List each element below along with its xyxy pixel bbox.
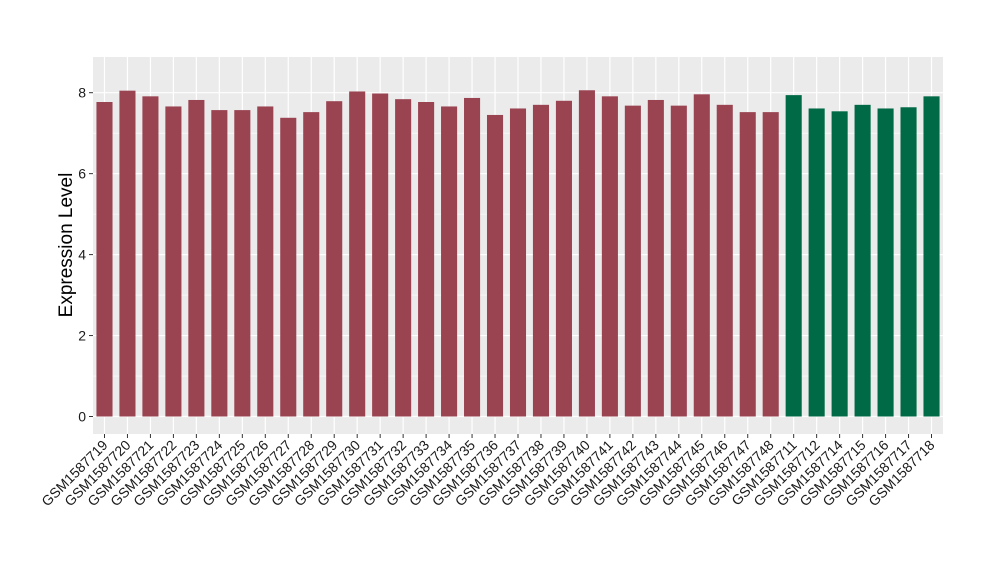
bar [693,94,710,417]
bar [831,111,848,417]
bar [877,108,894,417]
bar [647,99,664,417]
bar [372,93,389,417]
bar [601,96,618,417]
bar [234,110,251,417]
bar [555,100,572,417]
bar [624,105,641,417]
bar [142,96,159,417]
bar [165,106,182,417]
bar [441,106,458,417]
bar [900,107,917,417]
bar [578,90,595,417]
bar [349,91,366,417]
bar [395,99,412,417]
bar [923,96,940,417]
bar [785,95,802,417]
bar [280,117,297,417]
bar [532,104,550,417]
bar [326,101,343,417]
bar [418,102,435,417]
x-axis: GSM1587719GSM1587720GSM1587721GSM1587722… [38,434,938,509]
y-tick-label: 8 [78,85,86,101]
bar [464,97,481,417]
bar [716,104,733,417]
bar [854,104,871,417]
y-tick-label: 2 [78,328,86,344]
bar [303,112,320,417]
bar [762,112,779,417]
bar [486,114,504,417]
bar [670,105,687,417]
bar [119,90,136,417]
y-axis-title: Expression Level [56,173,77,318]
bar [96,102,113,417]
y-axis: 0 2 4 6 8 [78,85,93,425]
bars-layer [96,90,940,417]
y-tick-label: 4 [78,247,86,263]
bar [739,112,756,417]
bar [188,99,205,417]
y-tick-label: 0 [78,409,86,425]
bar [808,108,825,417]
bar [509,108,527,417]
bar [211,110,228,417]
y-tick-label: 6 [78,166,86,182]
bar [257,106,274,417]
